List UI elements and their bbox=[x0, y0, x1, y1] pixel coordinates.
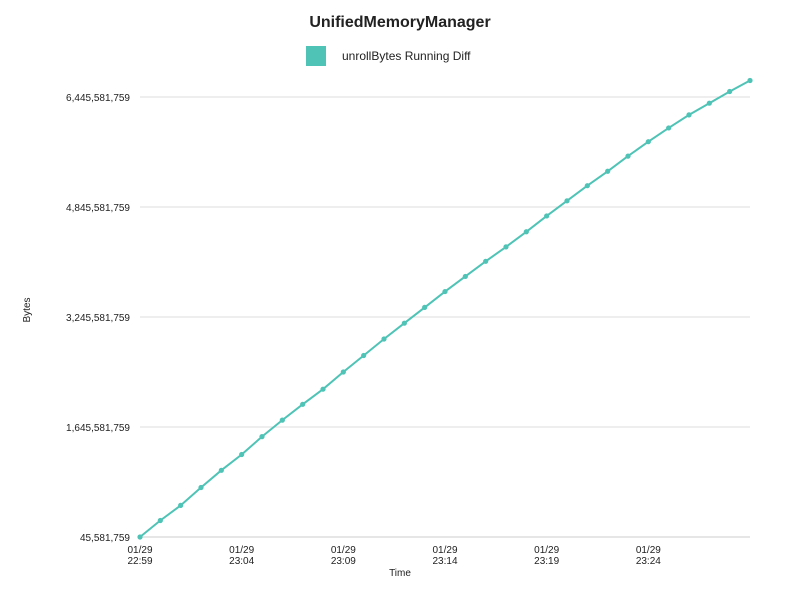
y-tick-label: 6,445,581,759 bbox=[66, 93, 130, 104]
data-point bbox=[320, 386, 326, 392]
series-line bbox=[139, 79, 751, 538]
legend-label: unrollBytes Running Diff bbox=[342, 49, 471, 63]
data-point bbox=[178, 502, 184, 508]
data-point bbox=[340, 369, 346, 375]
y-tick-label: 3,245,581,759 bbox=[66, 313, 130, 324]
data-point bbox=[462, 273, 468, 280]
data-point bbox=[584, 183, 590, 189]
data-point bbox=[747, 77, 753, 84]
legend-swatch bbox=[306, 46, 326, 66]
data-point bbox=[645, 139, 651, 145]
legend: unrollBytes Running Diff bbox=[306, 46, 471, 66]
data-point bbox=[727, 88, 733, 95]
data-point bbox=[401, 320, 407, 326]
y-axis-title: Bytes bbox=[22, 297, 33, 322]
data-point bbox=[218, 467, 224, 473]
data-point bbox=[137, 534, 143, 540]
data-point bbox=[523, 229, 529, 235]
data-point bbox=[259, 434, 265, 440]
data-point bbox=[625, 153, 631, 159]
data-point bbox=[422, 304, 428, 310]
x-tick-label: 01/29 23:24 bbox=[636, 545, 661, 567]
x-tick-label: 01/29 23:09 bbox=[331, 545, 356, 567]
chart-title: UnifiedMemoryManager bbox=[309, 14, 491, 31]
y-tick-label: 1,645,581,759 bbox=[66, 423, 130, 434]
y-tick-label: 4,845,581,759 bbox=[66, 203, 130, 214]
data-point bbox=[361, 352, 367, 359]
x-tick-label: 01/29 23:04 bbox=[229, 545, 254, 567]
gridlines bbox=[140, 96, 750, 538]
y-axis-tick-labels: 45,581,759 1,645,581,759 3,245,581,759 4,84… bbox=[66, 93, 130, 544]
data-point bbox=[442, 288, 448, 295]
data-point bbox=[198, 484, 204, 491]
x-tick-label: 01/29 23:14 bbox=[432, 545, 457, 567]
x-tick-label: 01/29 23:19 bbox=[534, 545, 559, 567]
x-axis-tick-labels: 01/29 22:59 01/29 23:04 01/29 23:09 01/29 23:14… bbox=[127, 545, 661, 567]
data-point bbox=[686, 112, 692, 118]
data-point bbox=[706, 100, 712, 106]
data-point bbox=[605, 168, 611, 174]
data-point bbox=[157, 517, 163, 524]
data-point bbox=[300, 401, 306, 407]
data-point bbox=[564, 198, 570, 204]
data-point bbox=[239, 451, 245, 458]
data-point bbox=[544, 213, 550, 219]
x-axis-title: Time bbox=[389, 568, 411, 579]
x-tick-label: 01/29 22:59 bbox=[127, 545, 152, 567]
data-points bbox=[137, 77, 753, 540]
data-point bbox=[381, 336, 387, 342]
data-point bbox=[666, 125, 672, 131]
y-tick-label: 45,581,759 bbox=[80, 533, 130, 544]
data-point bbox=[279, 417, 285, 423]
data-point bbox=[483, 258, 489, 264]
data-point bbox=[503, 244, 509, 250]
